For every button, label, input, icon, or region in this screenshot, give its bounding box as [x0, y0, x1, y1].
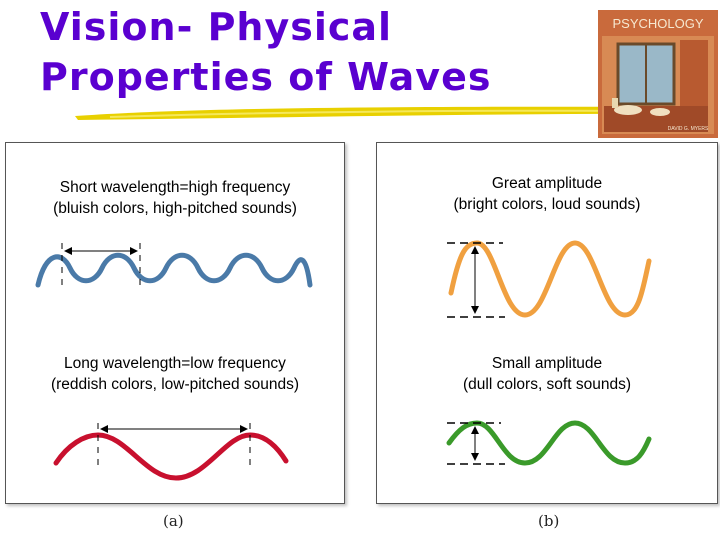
book-cover-image: PSYCHOLOGY DAVID G. MYERS	[598, 10, 718, 138]
great-amplitude-wave	[448, 240, 652, 318]
small-amplitude-line1: Small amplitude	[491, 355, 603, 372]
great-amplitude-label: Great amplitude (bright colors, loud sou…	[377, 173, 717, 215]
book-title: PSYCHOLOGY	[612, 16, 703, 31]
slide-title-line2: Properties of Waves	[40, 55, 492, 99]
short-wavelength-label: Short wavelength=high frequency (bluish …	[6, 177, 344, 219]
long-wavelength-line2: (reddish colors, low-pitched sounds)	[50, 376, 300, 393]
short-wavelength-line1: Short wavelength=high frequency	[59, 179, 291, 196]
great-amplitude-line1: Great amplitude	[491, 175, 603, 192]
slide-title-line1: Vision- Physical	[40, 5, 393, 49]
great-amplitude-line2: (bright colors, loud sounds)	[453, 196, 641, 213]
long-wavelength-line1: Long wavelength=low frequency	[64, 355, 286, 372]
panel-b-caption: (b)	[538, 512, 560, 530]
slide-title: Vision- Physical Properties of Waves	[40, 2, 491, 102]
panel-b-amplitude: Great amplitude (bright colors, loud sou…	[376, 142, 718, 504]
book-author: DAVID G. MYERS	[668, 126, 709, 132]
title-underline-stroke	[75, 106, 705, 120]
short-wavelength-wave	[35, 252, 313, 288]
panel-b-waves	[446, 240, 652, 466]
small-amplitude-label: Small amplitude (dull colors, soft sound…	[377, 353, 717, 395]
panel-a-caption: (a)	[163, 512, 184, 530]
long-wavelength-wave	[53, 432, 289, 481]
small-amplitude-wave	[446, 420, 652, 466]
short-wavelength-line2: (bluish colors, high-pitched sounds)	[53, 200, 297, 217]
panel-a-wavelength: Short wavelength=high frequency (bluish …	[5, 142, 345, 504]
panel-a-waves	[35, 243, 313, 481]
small-amplitude-line2: (dull colors, soft sounds)	[463, 376, 631, 393]
long-wavelength-label: Long wavelength=low frequency (reddish c…	[6, 353, 344, 395]
